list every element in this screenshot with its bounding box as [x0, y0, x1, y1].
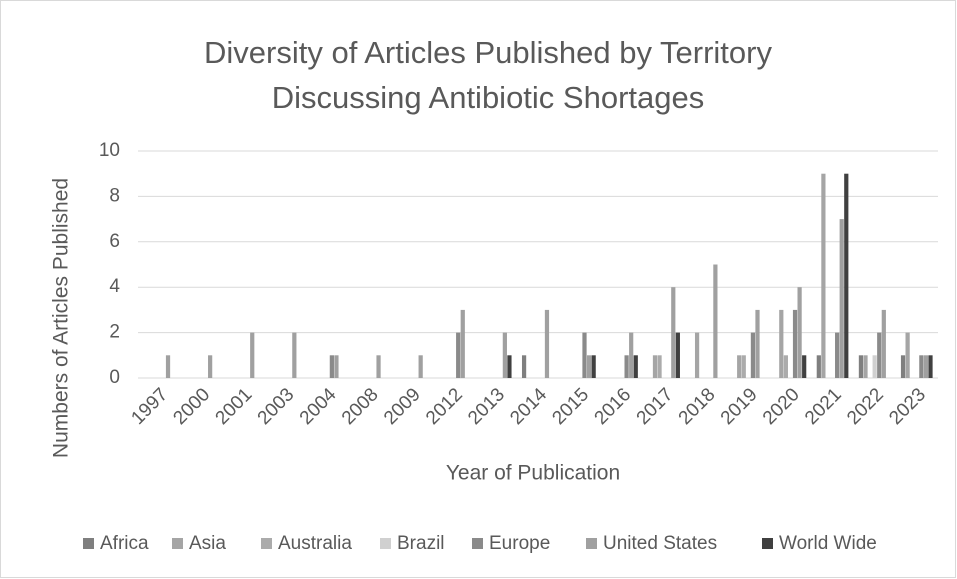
bar — [329, 355, 334, 378]
bar — [741, 355, 746, 378]
bar — [507, 355, 512, 378]
bar — [839, 219, 844, 378]
bar — [675, 332, 680, 378]
bar — [591, 355, 596, 378]
bar — [783, 355, 788, 378]
bar — [460, 309, 465, 378]
bar — [816, 355, 821, 378]
bar — [165, 355, 171, 378]
bar — [334, 355, 339, 378]
y-tick-label: 6 — [109, 231, 120, 252]
legend-swatch — [380, 538, 391, 549]
chart-title: Discussing Antibiotic Shortages — [272, 80, 705, 115]
legend-label: World Wide — [779, 533, 877, 554]
y-tick-label: 10 — [99, 140, 120, 161]
bar — [208, 355, 213, 378]
bar — [755, 309, 760, 378]
bar — [671, 287, 676, 378]
legend-label: Asia — [189, 533, 226, 554]
bar — [905, 332, 910, 378]
bar — [919, 355, 924, 378]
legend-label: Europe — [489, 533, 550, 554]
legend-label: Africa — [100, 533, 149, 554]
legend-swatch — [586, 538, 597, 549]
chart-title: Diversity of Articles Published by Terri… — [204, 35, 772, 70]
bar — [418, 355, 423, 378]
legend-swatch — [261, 538, 272, 549]
bar — [881, 309, 886, 378]
bar — [456, 332, 461, 378]
y-tick-label: 4 — [109, 276, 120, 297]
legend-swatch — [83, 538, 94, 549]
bar — [750, 332, 756, 378]
bar — [657, 355, 662, 378]
y-axis-title: Numbers of Articles Published — [50, 178, 73, 458]
y-tick-label: 8 — [109, 185, 120, 206]
legend-label: Australia — [278, 533, 352, 554]
bar — [792, 309, 798, 378]
y-tick-label: 2 — [109, 322, 120, 343]
bar — [802, 355, 807, 378]
bar — [923, 355, 929, 378]
bar — [779, 309, 784, 378]
bar — [582, 332, 587, 378]
y-tick-label: 0 — [109, 367, 120, 388]
bar — [633, 355, 638, 378]
legend-swatch — [172, 538, 183, 549]
bar — [624, 355, 629, 378]
bar — [250, 332, 255, 378]
bar — [797, 287, 802, 378]
bar — [652, 355, 658, 378]
x-axis-title: Year of Publication — [446, 462, 620, 485]
bar — [586, 355, 592, 378]
bar — [521, 355, 527, 378]
bar — [821, 173, 826, 378]
bar — [292, 332, 297, 378]
bar — [900, 355, 906, 378]
bar — [737, 355, 742, 378]
bar — [877, 332, 882, 378]
legend-label: Brazil — [397, 533, 445, 554]
legend-swatch — [762, 538, 773, 549]
bar — [858, 355, 864, 378]
bar — [544, 309, 550, 378]
bar — [502, 332, 507, 378]
bar — [863, 355, 868, 378]
bar — [713, 264, 718, 378]
bar — [928, 355, 933, 378]
bar — [844, 173, 849, 378]
bar — [835, 332, 840, 378]
bar — [694, 332, 700, 378]
legend-label: United States — [603, 533, 717, 554]
bar — [376, 355, 381, 378]
bar — [629, 332, 634, 378]
legend-swatch — [472, 538, 483, 549]
bar — [872, 355, 877, 378]
